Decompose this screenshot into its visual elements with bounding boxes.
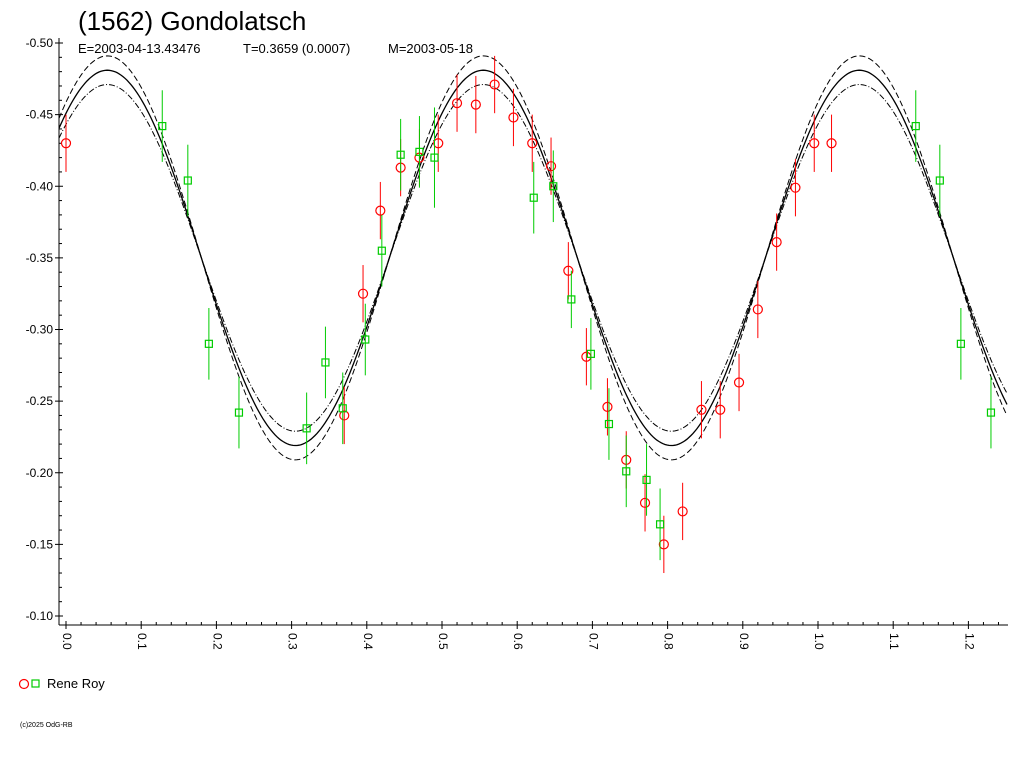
x-tick-label: 0.2 (210, 633, 224, 650)
data-point-circle (451, 98, 463, 109)
data-point-circle (752, 304, 763, 315)
data-point-square (655, 520, 665, 529)
copyright-text: (c)2025 OdG-RB (20, 722, 73, 729)
x-tick-label: 0.7 (586, 633, 600, 650)
data-point-square (321, 358, 330, 367)
data-point-circle (771, 237, 782, 248)
x-tick-label: 1.0 (812, 633, 826, 650)
y-tick-label: -0.40 (26, 179, 54, 193)
data-point-circle (545, 161, 557, 172)
x-axis: 0.0 0.1 0.2 0.3 0.4 0.5 0.6 0.7 0.8 0.9 1.0 1.1 1.2 (59, 621, 1008, 650)
x-tick-label: 0.4 (361, 633, 375, 650)
data-point-circle (527, 138, 538, 149)
data-point-circle (826, 138, 837, 149)
mid-date-label: M=2003-05-18 (388, 41, 473, 56)
data-point-circle (60, 138, 72, 149)
data-point-square (935, 176, 944, 185)
x-tick-label: 0.5 (436, 633, 450, 650)
data-point-circle (790, 182, 801, 193)
data-point-circle (508, 112, 519, 123)
fit-curves (59, 55, 1008, 461)
data-point-square (396, 150, 405, 159)
data-point-square (586, 349, 595, 358)
data-point-square (361, 335, 370, 344)
data-point-circle (563, 265, 574, 276)
data-point-square (986, 408, 996, 417)
legend-circle-marker (18, 678, 30, 690)
y-axis: -0.50 -0.45 -0.40 -0.35 -0.30 -0.25 -0.20 -0.15… (26, 36, 63, 625)
y-tick-label: -0.25 (26, 394, 54, 408)
data-point-circle (357, 288, 369, 299)
data-point-circle (658, 539, 669, 550)
data-point-square (549, 182, 558, 191)
data-point-square (415, 147, 424, 156)
x-tick-label: 0.1 (135, 633, 149, 650)
data-point-circle (809, 138, 820, 149)
data-point-circle (696, 404, 707, 415)
data-point-square (604, 419, 614, 429)
x-tick-label: 1.2 (962, 633, 976, 650)
y-tick-label: -0.45 (26, 108, 54, 122)
data-point-circle (433, 138, 444, 149)
data-point-square (622, 467, 631, 476)
data-point-circle (715, 404, 726, 415)
data-point-square (911, 121, 920, 131)
legend-square-marker (31, 679, 40, 688)
x-tick-label: 0.9 (737, 633, 751, 650)
data-point-square (204, 339, 213, 348)
epoch-label: E=2003-04-13.43476 (78, 41, 201, 56)
data-point-square (529, 193, 538, 202)
data-point-square (567, 295, 576, 304)
y-tick-label: -0.10 (26, 609, 54, 623)
data-point-circle (602, 401, 613, 412)
data-point-square (377, 246, 386, 255)
data-point-circle (639, 497, 651, 508)
data-point-square (234, 408, 244, 417)
data-point-square (158, 121, 167, 131)
data-point-square (430, 153, 439, 162)
data-point-square (956, 339, 965, 348)
data-point-circle (339, 410, 350, 421)
chart-title: (1562) Gondolatsch (78, 6, 306, 36)
fit-curve-main (59, 69, 1008, 447)
data-point-circle (470, 99, 481, 110)
fit-curve-upper (59, 55, 1008, 461)
y-tick-label: -0.30 (26, 323, 54, 337)
data-point-circle (733, 377, 745, 388)
x-tick-label: 0.6 (511, 633, 525, 650)
y-tick-label: -0.15 (26, 537, 54, 551)
y-tick-label: -0.35 (26, 251, 54, 265)
x-tick-label: 0.0 (60, 633, 74, 650)
x-tick-label: 1.1 (887, 633, 901, 650)
x-tick-label: 0.8 (662, 633, 676, 650)
legend-label: Rene Roy (47, 676, 105, 691)
legend: Rene Roy (18, 676, 105, 691)
data-point-square (642, 475, 651, 485)
data-point-square (183, 176, 192, 185)
data-point-square (302, 424, 311, 433)
data-point-circle (489, 79, 500, 90)
x-tick-label: 0.3 (286, 633, 300, 650)
y-tick-label: -0.20 (26, 466, 54, 480)
data-point-square (338, 404, 347, 413)
data-points (60, 55, 996, 574)
data-point-circle (375, 205, 386, 216)
data-point-circle (677, 506, 688, 517)
y-tick-label: -0.50 (26, 36, 54, 50)
period-label: T=0.3659 (0.0007) (243, 41, 350, 56)
